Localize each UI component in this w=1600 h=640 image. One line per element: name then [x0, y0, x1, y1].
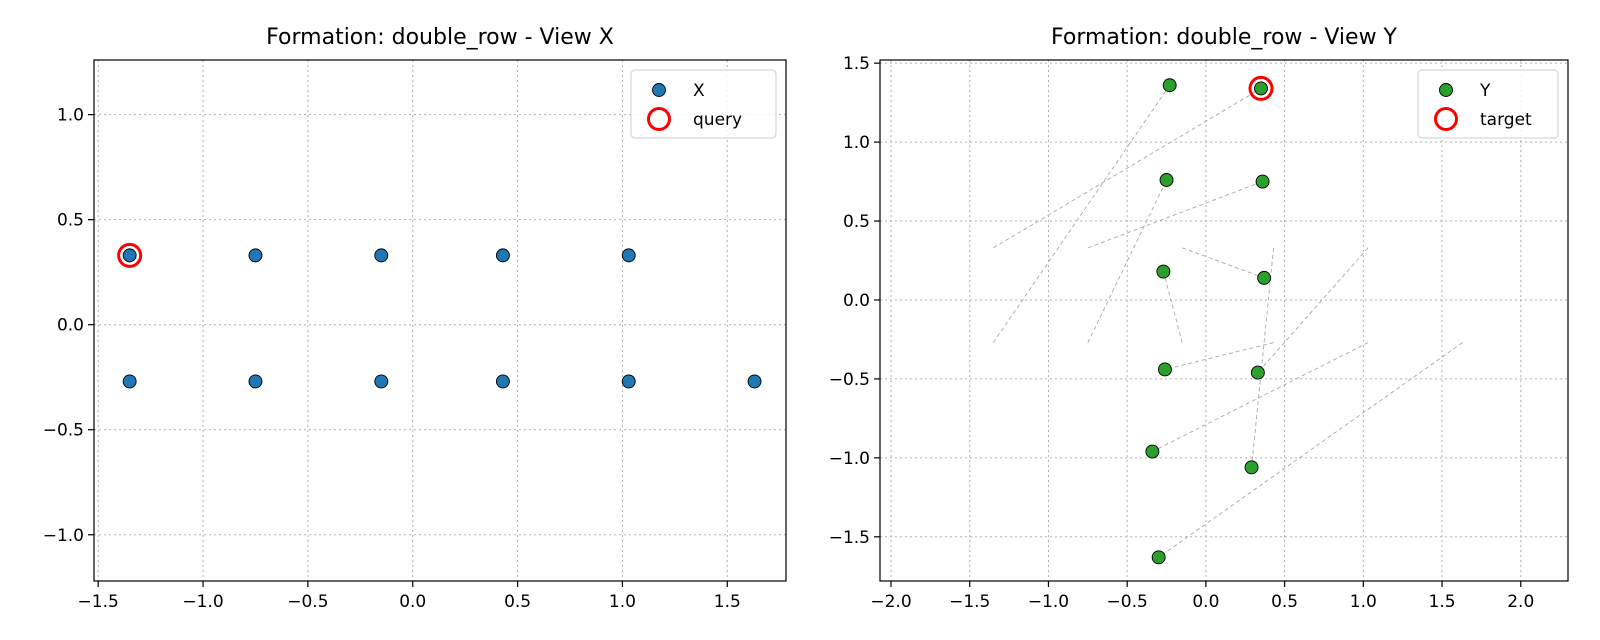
y-tick-label: 0.5	[843, 212, 870, 232]
y-tick-label: 1.0	[843, 133, 870, 153]
x-tick-label: 0.0	[1192, 592, 1219, 612]
data-point	[1250, 365, 1265, 380]
x-tick-label: 0.5	[1271, 592, 1298, 612]
y-tick-label: −1.5	[829, 528, 870, 548]
data-point	[1156, 264, 1171, 279]
data-point	[1255, 174, 1270, 189]
axes-frame	[879, 59, 1569, 582]
data-point	[621, 374, 636, 389]
highlight-ring	[117, 242, 143, 268]
data-point	[1254, 81, 1268, 96]
correspondence-line	[1164, 342, 1274, 370]
x-tick-label: −1.5	[78, 592, 119, 612]
y-tick-label: −0.5	[829, 370, 870, 390]
legend-label-highlight: target	[1480, 110, 1532, 130]
correspondence-line	[1162, 271, 1183, 343]
data-point	[374, 248, 389, 263]
x-tick-label: 1.0	[609, 592, 636, 612]
legend-marker-highlight	[1434, 107, 1458, 131]
data-point	[747, 374, 762, 389]
data-point	[1151, 550, 1166, 565]
legend-label-series: X	[693, 81, 705, 101]
data-point	[248, 374, 263, 389]
data-point	[1244, 460, 1259, 475]
x-tick-label: −0.5	[287, 592, 328, 612]
x-tick-label: 2.0	[1507, 592, 1534, 612]
correspondence-line	[1152, 342, 1369, 452]
data-point	[374, 374, 389, 389]
data-point	[122, 248, 137, 263]
x-tick-label: 1.5	[714, 592, 741, 612]
chart-title: Formation: double_row - View Y	[1051, 25, 1398, 50]
x-tick-label: 0.0	[399, 592, 426, 612]
legend-label-series: Y	[1479, 81, 1491, 101]
data-point	[248, 248, 263, 263]
data-point	[1162, 78, 1177, 93]
y-tick-label: −0.5	[43, 421, 84, 441]
data-point	[1145, 444, 1160, 459]
data-point	[1159, 173, 1174, 187]
x-tick-label: 1.0	[1350, 592, 1377, 612]
correspondence-line	[1158, 342, 1463, 558]
correspondence-line	[993, 88, 1262, 249]
x-tick-label: −1.5	[949, 592, 990, 612]
data-point	[621, 248, 636, 263]
correspondence-line	[1182, 247, 1265, 279]
y-tick-label: −1.0	[43, 526, 84, 546]
y-tick-label: −1.0	[829, 449, 870, 469]
y-tick-label: 1.5	[843, 54, 870, 74]
chart-panel-0: −1.5 −1.0 −0.5 0.0 0.5 1.0 1.5 −1.0 −0.5 0.0 0.5 1.…	[43, 25, 787, 612]
y-tick-label: 0.0	[843, 291, 870, 311]
legend-marker-highlight	[647, 107, 671, 131]
correspondence-line	[1257, 247, 1369, 373]
legend-box	[630, 69, 777, 139]
chart-panel-1: −2.0 −1.5 −1.0 −0.5 0.0 0.5 1.0 1.5 2.0 −1.5 −1.0 −…	[829, 25, 1569, 612]
legend-marker-series	[652, 83, 666, 97]
axes-frame	[93, 59, 787, 582]
data-point	[1257, 270, 1272, 285]
y-tick-label: 0.0	[57, 316, 84, 336]
highlight-ring	[1248, 75, 1274, 101]
legend-box	[1417, 69, 1559, 139]
x-tick-label: 1.5	[1429, 592, 1456, 612]
x-tick-label: −0.5	[1107, 592, 1148, 612]
x-tick-label: 0.5	[504, 592, 531, 612]
data-point	[495, 374, 510, 389]
data-point	[1158, 362, 1172, 377]
x-tick-label: −1.0	[182, 592, 223, 612]
x-tick-label: −2.0	[870, 592, 911, 612]
y-tick-label: 1.0	[57, 106, 84, 126]
y-tick-label: 0.5	[57, 211, 84, 231]
correspondence-line	[1087, 181, 1263, 249]
data-point	[122, 374, 137, 389]
correspondence-line	[1251, 247, 1275, 468]
chart-title: Formation: double_row - View X	[266, 25, 614, 50]
legend-label-highlight: query	[693, 110, 742, 130]
x-tick-label: −1.0	[1028, 592, 1069, 612]
data-point	[495, 248, 510, 263]
correspondence-line	[992, 85, 1171, 343]
legend-marker-series	[1439, 83, 1453, 97]
correspondence-line	[1087, 179, 1167, 343]
